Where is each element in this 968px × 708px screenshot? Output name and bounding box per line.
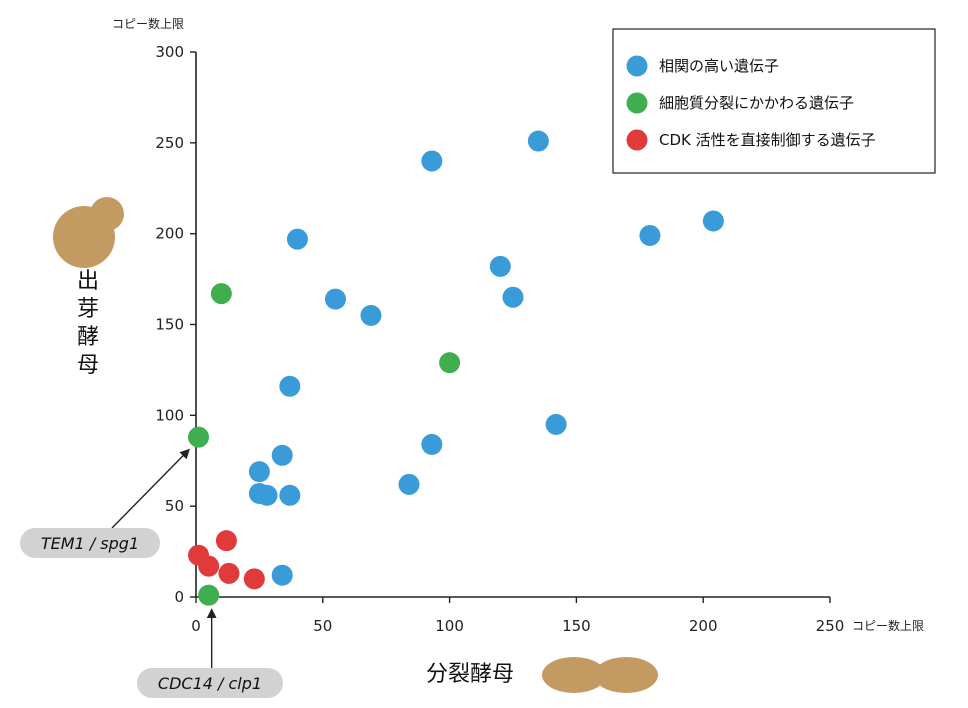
data-point-series-2 [439,352,461,374]
data-point-series-1 [279,375,301,397]
y-axis-organism-label: 出芽酵母 [77,269,99,378]
x-axis-ticks: 0 50 100 150 200 250 [191,597,844,635]
callout-label: TEM1 / spg1 [41,534,139,553]
data-point-series-1 [421,433,443,455]
data-point-series-1 [527,130,549,152]
y-tick-label: 250 [155,134,184,152]
x-tick-label: 150 [562,617,591,635]
legend-label: 相関の高い遺伝子 [659,57,779,75]
callout-arrow [111,448,190,529]
data-point-series-2 [210,283,232,305]
y-tick-label: 100 [155,406,184,424]
x-axis-organism-label: 分裂酵母 [426,662,514,687]
data-point-series-1 [502,286,524,308]
data-point-series-1 [489,255,511,277]
data-point-series-1 [360,304,382,326]
legend-label: CDK 活性を直接制御する遺伝子 [659,131,876,149]
data-point-series-1 [271,444,293,466]
data-point-series-3 [243,568,265,590]
fission-yeast-icon [542,657,658,693]
callouts: TEM1 / spg1 CDC14 / clp1 [20,448,283,698]
data-point-series-1 [421,150,443,172]
x-tick-label: 50 [313,617,332,635]
y-axis-ticks: 0 50 100 150 200 250 300 [155,43,196,606]
legend-marker [626,92,648,114]
data-point-series-3 [215,530,237,552]
legend-label: 細胞質分裂にかかわる遺伝子 [659,94,854,112]
y-tick-label: 150 [155,316,184,334]
data-points [188,130,724,606]
callout-badge [20,528,160,558]
y-tick-label: 0 [174,588,184,606]
x-tick-label: 100 [435,617,464,635]
x-tick-label: 250 [816,617,845,635]
data-point-series-3 [198,555,220,577]
x-tick-label: 200 [689,617,718,635]
data-point-series-1 [702,210,724,232]
y-tick-label: 300 [155,43,184,61]
data-point-series-1 [271,564,293,586]
data-point-series-1 [545,413,567,435]
data-point-series-2 [188,426,210,448]
x-axis-unit-label: コピー数上限 [852,618,924,633]
budding-yeast-icon [53,197,124,268]
data-point-series-1 [256,484,278,506]
data-point-series-1 [639,224,661,246]
x-tick-label: 0 [191,617,201,635]
data-point-series-1 [398,473,420,495]
legend-marker [626,129,648,151]
y-tick-label: 200 [155,225,184,243]
data-point-series-1 [324,288,346,310]
legend-marker [626,55,648,77]
data-point-series-1 [279,484,301,506]
data-point-series-2 [198,584,220,606]
legend-box [612,28,936,174]
y-tick-label: 50 [165,497,184,515]
callout-label: CDC14 / clp1 [158,674,262,693]
data-point-series-1 [248,461,270,483]
data-point-series-3 [218,562,240,584]
data-point-series-1 [286,228,308,250]
y-axis-unit-label: コピー数上限 [112,16,184,31]
callout-badge [137,668,283,698]
